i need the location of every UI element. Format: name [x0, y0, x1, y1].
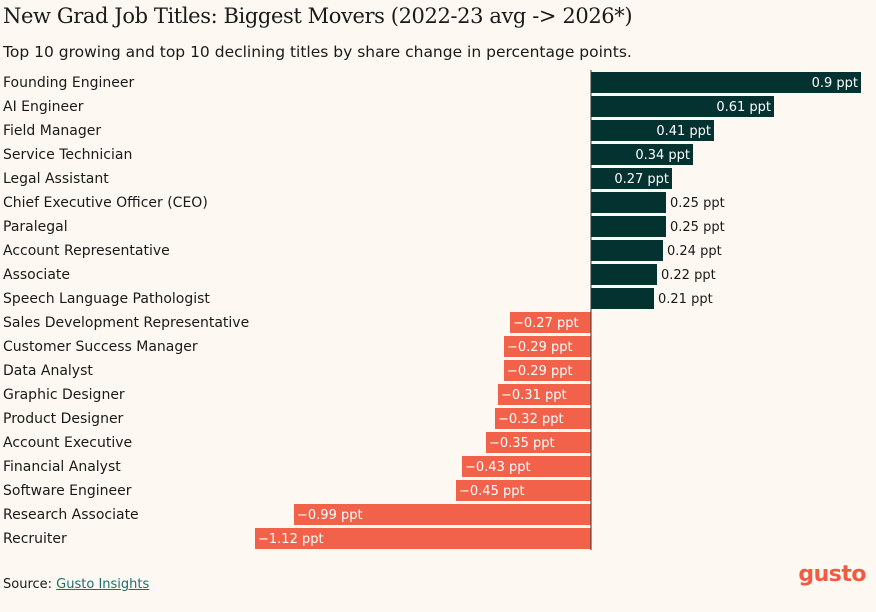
value-label-associate: 0.22 ppt	[661, 268, 716, 283]
bar-account-representative	[591, 240, 663, 261]
bar-founding-engineer	[591, 72, 861, 93]
category-label-financial-analyst: Financial Analyst	[3, 459, 121, 475]
value-label-account-representative: 0.24 ppt	[667, 244, 722, 259]
value-label-research-associate: −0.99 ppt	[297, 508, 363, 523]
category-label-graphic-designer: Graphic Designer	[3, 387, 125, 403]
category-label-chief-executive-officer-ceo: Chief Executive Officer (CEO)	[3, 195, 208, 211]
category-label-recruiter: Recruiter	[3, 531, 67, 547]
bar-recruiter	[255, 528, 591, 549]
bar-ai-engineer	[591, 96, 774, 117]
bar-chart: Founding Engineer 0.9 ppt AI Engineer 0.61 …	[3, 70, 861, 550]
bar-data-analyst	[504, 360, 591, 381]
bar-service-technician	[591, 144, 693, 165]
bar-field-manager	[591, 120, 714, 141]
bar-software-engineer	[456, 480, 591, 501]
category-label-customer-success-manager: Customer Success Manager	[3, 339, 198, 355]
bar-speech-language-pathologist	[591, 288, 654, 309]
category-label-account-representative: Account Representative	[3, 243, 170, 259]
value-label-data-analyst: −0.29 ppt	[507, 364, 573, 379]
category-label-sales-development-representative: Sales Development Representative	[3, 315, 249, 331]
category-label-ai-engineer: AI Engineer	[3, 99, 84, 115]
value-label-founding-engineer: 0.9 ppt	[812, 76, 858, 91]
category-label-field-manager: Field Manager	[3, 123, 101, 139]
chart-subtitle: Top 10 growing and top 10 declining titl…	[3, 43, 632, 61]
source-link[interactable]: Gusto Insights	[56, 577, 150, 592]
value-label-speech-language-pathologist: 0.21 ppt	[658, 292, 713, 307]
source-prefix: Source:	[3, 577, 53, 592]
category-label-account-executive: Account Executive	[3, 435, 132, 451]
value-label-graphic-designer: −0.31 ppt	[501, 388, 567, 403]
value-label-service-technician: 0.34 ppt	[635, 148, 690, 163]
value-label-ai-engineer: 0.61 ppt	[716, 100, 771, 115]
category-label-founding-engineer: Founding Engineer	[3, 75, 134, 91]
source-note: Source: Gusto Insights	[3, 577, 149, 592]
category-label-paralegal: Paralegal	[3, 219, 68, 235]
chart-title: New Grad Job Titles: Biggest Movers (202…	[3, 4, 633, 28]
value-label-chief-executive-officer-ceo: 0.25 ppt	[670, 196, 725, 211]
bar-chief-executive-officer-ceo	[591, 192, 666, 213]
category-label-service-technician: Service Technician	[3, 147, 132, 163]
value-label-recruiter: −1.12 ppt	[258, 532, 324, 547]
category-label-associate: Associate	[3, 267, 70, 283]
category-label-data-analyst: Data Analyst	[3, 363, 93, 379]
category-label-speech-language-pathologist: Speech Language Pathologist	[3, 291, 210, 307]
bar-product-designer	[495, 408, 591, 429]
bar-graphic-designer	[498, 384, 591, 405]
value-label-customer-success-manager: −0.29 ppt	[507, 340, 573, 355]
bar-sales-development-representative	[510, 312, 591, 333]
category-label-software-engineer: Software Engineer	[3, 483, 132, 499]
value-label-field-manager: 0.41 ppt	[656, 124, 711, 139]
category-label-product-designer: Product Designer	[3, 411, 124, 427]
bar-account-executive	[486, 432, 591, 453]
category-label-research-associate: Research Associate	[3, 507, 139, 523]
value-label-paralegal: 0.25 ppt	[670, 220, 725, 235]
bar-research-associate	[294, 504, 591, 525]
value-label-account-executive: −0.35 ppt	[489, 436, 555, 451]
value-label-sales-development-representative: −0.27 ppt	[513, 316, 579, 331]
value-label-product-designer: −0.32 ppt	[498, 412, 564, 427]
value-label-financial-analyst: −0.43 ppt	[465, 460, 531, 475]
bar-associate	[591, 264, 657, 285]
bar-financial-analyst	[462, 456, 591, 477]
gusto-logo: gusto	[798, 562, 866, 587]
value-label-legal-assistant: 0.27 ppt	[614, 172, 669, 187]
bar-legal-assistant	[591, 168, 672, 189]
bar-paralegal	[591, 216, 666, 237]
category-label-legal-assistant: Legal Assistant	[3, 171, 109, 187]
value-label-software-engineer: −0.45 ppt	[459, 484, 525, 499]
bar-customer-success-manager	[504, 336, 591, 357]
